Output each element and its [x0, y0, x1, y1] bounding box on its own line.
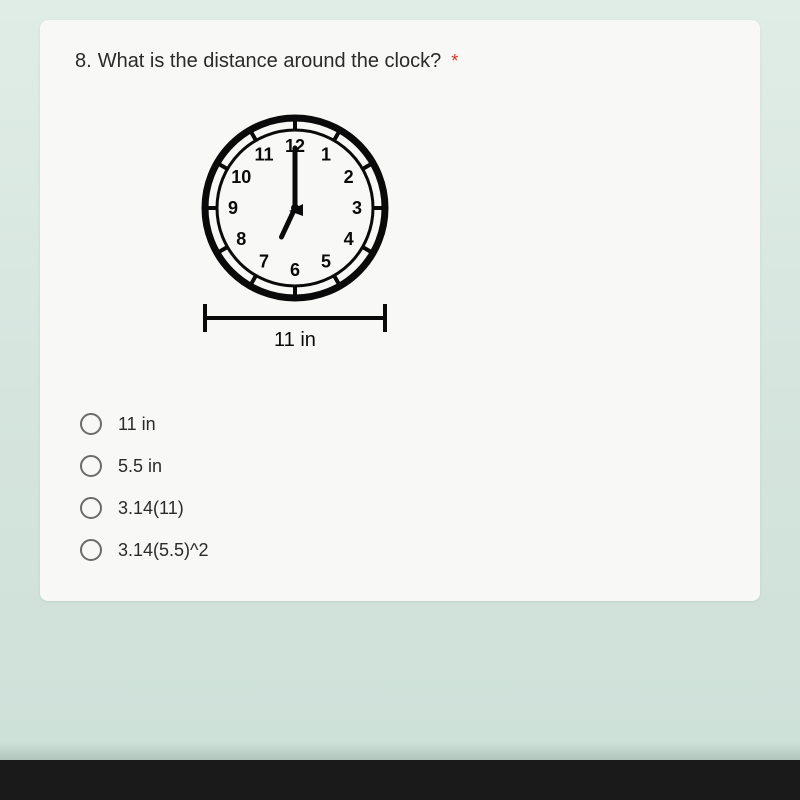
radio-button[interactable]: [80, 455, 102, 477]
screen-shadow: [0, 742, 800, 760]
question-header: 8. What is the distance around the clock…: [75, 50, 725, 73]
svg-text:11: 11: [254, 144, 273, 164]
svg-text:5: 5: [321, 252, 331, 272]
option-label: 5.5 in: [118, 456, 162, 477]
svg-text:6: 6: [290, 260, 300, 280]
question-text: What is the distance around the clock?: [98, 50, 442, 73]
svg-text:1: 1: [321, 144, 331, 164]
answer-option[interactable]: 11 in: [80, 413, 725, 435]
question-card: 8. What is the distance around the clock…: [40, 20, 760, 601]
answer-options: 11 in 5.5 in 3.14(11) 3.14(5.5)^2: [80, 413, 725, 561]
radio-button[interactable]: [80, 497, 102, 519]
svg-text:7: 7: [259, 252, 269, 272]
clock-svg: 12123456789101111 in: [195, 108, 415, 368]
bottom-bar: [0, 760, 800, 800]
required-asterisk: *: [451, 51, 458, 72]
clock-figure: 12123456789101111 in: [195, 108, 725, 373]
svg-text:8: 8: [236, 229, 246, 249]
question-number: 8.: [75, 50, 92, 73]
option-label: 3.14(11): [118, 498, 184, 519]
svg-text:4: 4: [344, 229, 354, 249]
answer-option[interactable]: 5.5 in: [80, 455, 725, 477]
svg-text:10: 10: [231, 167, 251, 187]
radio-button[interactable]: [80, 413, 102, 435]
svg-text:2: 2: [344, 167, 354, 187]
radio-button[interactable]: [80, 539, 102, 561]
option-label: 3.14(5.5)^2: [118, 540, 209, 561]
option-label: 11 in: [118, 414, 156, 435]
answer-option[interactable]: 3.14(11): [80, 497, 725, 519]
answer-option[interactable]: 3.14(5.5)^2: [80, 539, 725, 561]
svg-text:3: 3: [352, 198, 362, 218]
svg-text:11 in: 11 in: [274, 329, 316, 351]
svg-text:9: 9: [228, 198, 238, 218]
